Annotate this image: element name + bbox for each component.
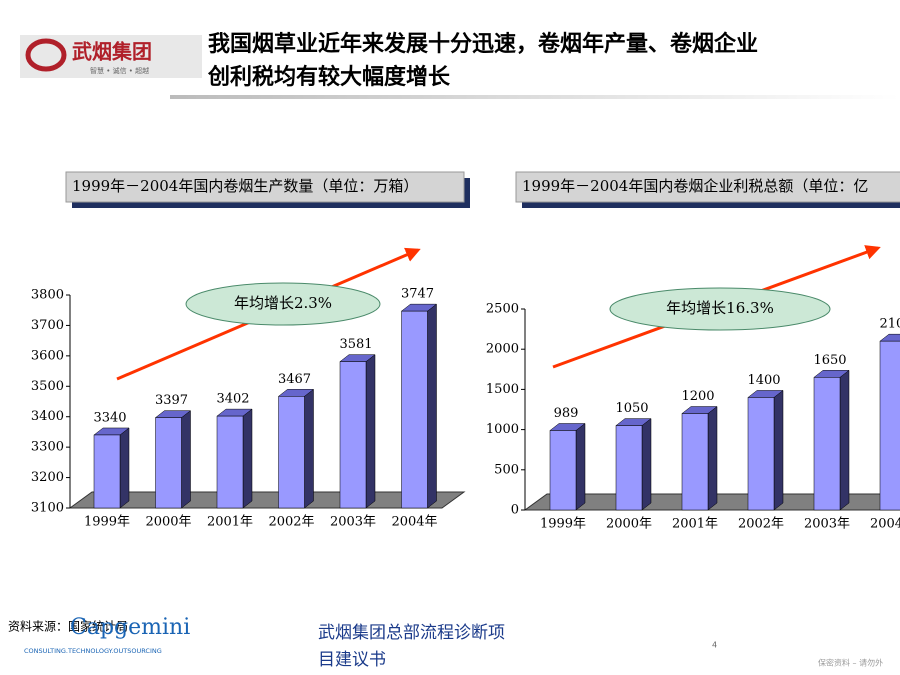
annotation-bubble xyxy=(609,287,831,331)
x-tick-label: 2002年 xyxy=(738,517,784,532)
bar-front xyxy=(216,415,244,509)
bar xyxy=(93,427,130,509)
chart-title: 1999年－2004年国内卷烟企业利税总额（单位：亿 xyxy=(522,177,868,195)
y-tick-label: 3300 xyxy=(31,440,64,455)
bar-front xyxy=(278,396,305,509)
bar xyxy=(747,389,784,511)
bar-front xyxy=(401,310,428,509)
y-tick-label: 3800 xyxy=(31,288,64,303)
y-tick-label: 500 xyxy=(494,462,519,477)
y-tick-label: 3400 xyxy=(31,409,64,424)
value-label: 3467 xyxy=(278,372,311,387)
bar xyxy=(339,354,376,509)
bar xyxy=(400,303,438,509)
source-note: 资料来源：国家统计局 xyxy=(8,619,128,634)
value-label: 3581 xyxy=(339,337,372,352)
doc-title: 武烟集团总部流程诊断项 xyxy=(318,623,505,643)
x-tick-label: 2004年 xyxy=(870,517,900,532)
logo-motto: 智慧 • 诚信 • 超越 xyxy=(90,66,149,75)
value-label: 3340 xyxy=(93,410,126,425)
company-tagline: CONSULTING.TECHNOLOGY.OUTSOURCING xyxy=(24,647,162,655)
y-tick-label: 1000 xyxy=(486,422,519,437)
bar-side xyxy=(707,406,718,511)
bar xyxy=(154,410,192,509)
bar-top xyxy=(879,333,900,342)
logo-text: 武烟集团 xyxy=(72,40,152,64)
y-tick-label: 0 xyxy=(511,503,519,518)
confidential-note: 保密资料 – 请勿外 xyxy=(818,658,883,668)
x-tick-label: 2003年 xyxy=(804,517,850,532)
bar xyxy=(216,408,253,509)
annotation: 年均增长2.3% xyxy=(234,294,332,312)
x-tick-label: 1999年 xyxy=(540,517,586,532)
x-tick-label: 2004年 xyxy=(391,515,437,530)
y-tick-label: 3700 xyxy=(31,318,64,333)
bar xyxy=(879,333,900,511)
x-tick-label: 2002年 xyxy=(268,515,314,530)
y-tick-label: 3200 xyxy=(31,470,64,485)
annotation: 年均增长16.3% xyxy=(666,299,774,317)
bar-side xyxy=(304,388,314,509)
page-number: 4 xyxy=(712,641,717,650)
value-label: 3397 xyxy=(155,393,188,408)
value-label: 989 xyxy=(554,406,579,421)
bar xyxy=(615,418,652,511)
bar-side xyxy=(242,408,253,509)
value-label: 1650 xyxy=(813,353,846,368)
bar-side xyxy=(427,303,437,509)
bar-side xyxy=(773,389,784,511)
y-tick-label: 1500 xyxy=(486,382,519,397)
bar-side xyxy=(575,422,586,511)
y-tick-label: 2500 xyxy=(486,302,519,317)
annotation-bubble xyxy=(185,282,381,326)
bar-side xyxy=(181,410,191,509)
bar-front xyxy=(155,417,182,509)
bar-front xyxy=(813,377,841,511)
x-tick-label: 2001年 xyxy=(207,515,253,530)
company-logo: Capgemini xyxy=(70,615,190,640)
bar-side xyxy=(839,369,850,511)
bar-side xyxy=(365,354,376,509)
bar-front xyxy=(747,397,775,511)
chart-title: 1999年－2004年国内卷烟生产数量（单位：万箱） xyxy=(72,177,418,195)
slide-title: 我国烟草业近年来发展十分迅速，卷烟年产量、卷烟企业 xyxy=(208,31,758,57)
bar xyxy=(681,406,718,511)
y-tick-label: 3500 xyxy=(31,379,64,394)
value-label: 2100 xyxy=(879,317,900,332)
slide-title: 创利税均有较大幅度增长 xyxy=(207,64,451,90)
value-label: 3747 xyxy=(401,287,434,302)
x-tick-label: 2001年 xyxy=(672,517,718,532)
value-label: 1050 xyxy=(615,401,648,416)
bar-front xyxy=(615,425,643,511)
bar-side xyxy=(119,427,130,509)
bar-front xyxy=(93,434,121,509)
y-tick-label: 3600 xyxy=(31,348,64,363)
bar xyxy=(813,369,850,511)
doc-title: 目建议书 xyxy=(318,650,386,670)
value-label: 1200 xyxy=(681,389,714,404)
title-box xyxy=(515,171,900,203)
x-tick-label: 2000年 xyxy=(145,515,191,530)
bar-side xyxy=(641,418,652,511)
y-tick-label: 2000 xyxy=(486,342,519,357)
x-tick-label: 2003年 xyxy=(330,515,376,530)
bar-front xyxy=(879,340,900,511)
value-label: 3402 xyxy=(216,392,249,407)
header-rule xyxy=(170,95,900,99)
bar xyxy=(277,388,315,509)
y-tick-label: 3100 xyxy=(31,501,64,516)
bar-front xyxy=(549,430,577,511)
x-tick-label: 2000年 xyxy=(606,517,652,532)
value-label: 1400 xyxy=(747,373,780,388)
bar-front xyxy=(339,361,367,509)
bar-front xyxy=(681,413,709,511)
logo-icon xyxy=(25,38,67,72)
title-box xyxy=(65,171,465,203)
bar xyxy=(549,422,586,511)
x-tick-label: 1999年 xyxy=(84,515,130,530)
